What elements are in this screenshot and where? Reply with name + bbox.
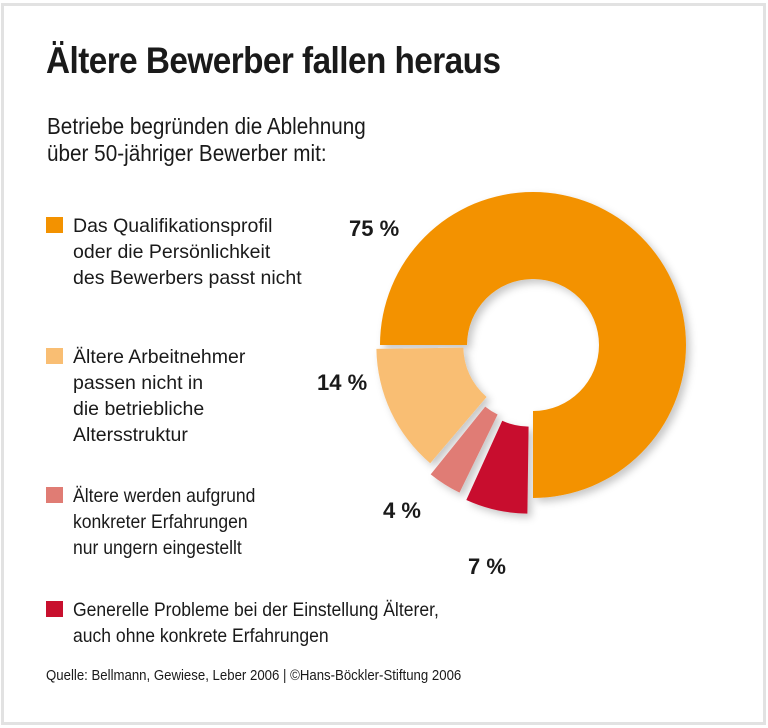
legend-label: Das Qualifikationsprofil oder die Persön… — [73, 213, 302, 291]
legend-line: des Bewerbers passt nicht — [73, 267, 302, 289]
legend-line: auch ohne konkrete Erfahrungen — [73, 625, 329, 647]
legend-swatch-pink — [46, 487, 63, 503]
percent-label-7: 7 % — [468, 554, 506, 579]
chart-subtitle: Betriebe begründen die Ablehnung über 50… — [47, 113, 366, 167]
chart-title: Ältere Bewerber fallen heraus — [46, 40, 501, 81]
percent-label-4: 4 % — [383, 498, 421, 523]
slice-age-structure — [376, 347, 487, 464]
legend-swatch-red — [46, 601, 63, 617]
legend-line: passen nicht in — [73, 372, 204, 394]
donut-slices — [376, 192, 686, 514]
legend-line: Ältere Arbeitnehmer — [73, 346, 246, 368]
legend-line: konkreter Erfahrungen — [73, 511, 248, 533]
legend-label: Ältere werden aufgrund konkreter Erfahru… — [73, 483, 255, 561]
slice-qualification — [380, 192, 686, 498]
legend-swatch-light-orange — [46, 348, 63, 364]
legend-line: Altersstruktur — [73, 424, 188, 446]
legend-line: Generelle Probleme bei der Einstellung Ä… — [73, 599, 439, 621]
slice-general-problems — [466, 420, 529, 514]
subtitle-line-2: über 50-jähriger Bewerber mit: — [47, 140, 327, 166]
subtitle-line-1: Betriebe begründen die Ablehnung — [47, 113, 366, 139]
legend-line: Das Qualifikationsprofil — [73, 215, 273, 237]
slice-experience — [430, 406, 498, 493]
legend-line: nur ungern eingestellt — [73, 537, 242, 559]
percent-label-75: 75 % — [349, 216, 400, 241]
legend-line: Ältere werden aufgrund — [73, 485, 256, 507]
legend-line: oder die Persönlichkeit — [73, 241, 271, 263]
legend-swatch-orange — [46, 217, 63, 233]
source-note: Quelle: Bellmann, Gewiese, Leber 2006 | … — [46, 667, 462, 684]
legend-label: Generelle Probleme bei der Einstellung Ä… — [73, 597, 439, 649]
legend-label: Ältere Arbeitnehmer passen nicht in die … — [73, 344, 245, 448]
legend-line: die betriebliche — [73, 398, 205, 420]
percent-label-14: 14 % — [317, 370, 368, 395]
